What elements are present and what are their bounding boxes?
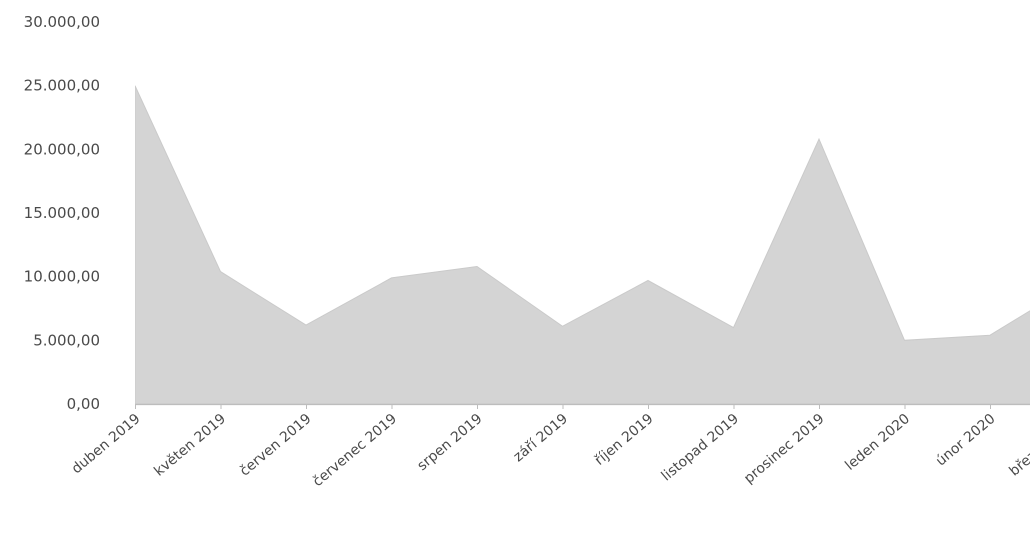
x-tick-label: únor 2020: [933, 411, 999, 470]
x-tick-label: květen 2019: [151, 411, 229, 480]
y-tick-label: 15.000,00: [24, 204, 100, 222]
x-tick-label: září 2019: [510, 411, 571, 465]
y-tick-label: 20.000,00: [24, 140, 100, 158]
x-tick-label: leden 2020: [842, 411, 913, 474]
x-tick-label: červen 2019: [237, 411, 315, 480]
y-tick-label: 10.000,00: [24, 268, 100, 286]
y-tick-label: 25.000,00: [24, 77, 100, 95]
y-tick-label: 5.000,00: [33, 331, 100, 349]
area-series: [135, 85, 1030, 405]
x-tick-label: říjen 2019: [592, 411, 657, 469]
x-tick-label: červenec 2019: [310, 411, 400, 490]
x-tick-label: listopad 2019: [659, 411, 742, 485]
y-tick-label: 30.000,00: [24, 13, 100, 31]
x-tick-label: srpen 2019: [414, 411, 485, 474]
x-tick-label: březen 2020: [1006, 411, 1030, 480]
x-tick-label: duben 2019: [69, 411, 144, 477]
x-tick-label: prosinec 2019: [741, 411, 827, 487]
y-tick-label: 0,00: [67, 395, 100, 413]
